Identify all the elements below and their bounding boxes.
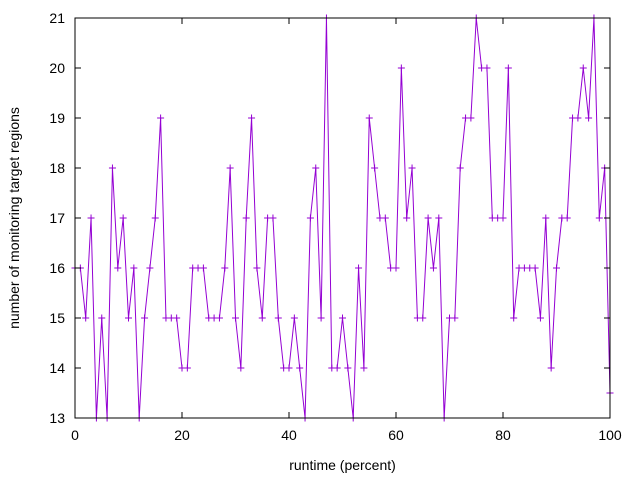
data-point — [248, 114, 256, 122]
data-point — [403, 214, 411, 222]
data-point — [419, 314, 427, 322]
data-point — [119, 214, 127, 222]
y-tick-label: 20 — [49, 60, 65, 76]
data-point — [173, 314, 181, 322]
data-point — [579, 64, 587, 72]
data-point — [125, 314, 132, 322]
data-point — [290, 314, 298, 322]
data-point — [435, 214, 443, 222]
data-point — [536, 314, 544, 322]
x-tick-label: 40 — [281, 427, 297, 443]
data-point — [146, 264, 154, 272]
data-point — [339, 314, 346, 322]
y-axis-title: number of monitoring target regions — [6, 107, 22, 329]
data-point — [215, 314, 223, 322]
data-point — [397, 64, 405, 72]
data-point — [542, 214, 550, 222]
data-point — [199, 264, 207, 272]
data-point — [114, 264, 122, 272]
data-point — [141, 314, 149, 322]
data-point — [258, 314, 266, 322]
plot-frame — [74, 17, 611, 419]
data-point — [574, 114, 582, 122]
data-point — [333, 364, 341, 372]
data-point — [157, 114, 165, 122]
y-tick-label: 15 — [49, 310, 65, 326]
y-tick-label: 17 — [49, 210, 65, 226]
data-point — [242, 214, 250, 222]
x-axis-title: runtime (percent) — [289, 457, 396, 473]
data-point — [269, 214, 277, 222]
x-tick-label: 100 — [598, 427, 622, 443]
data-point — [483, 64, 491, 72]
y-tick-label: 18 — [49, 160, 65, 176]
data-point — [424, 214, 432, 222]
data-point — [467, 114, 475, 122]
data-point — [317, 314, 325, 322]
x-tick-label: 60 — [388, 427, 404, 443]
data-point — [355, 264, 363, 272]
data-point — [183, 364, 191, 372]
data-point — [312, 164, 320, 172]
data-point — [585, 114, 593, 122]
y-tick-label: 14 — [49, 360, 65, 376]
data-point — [108, 164, 116, 172]
data-point — [253, 264, 261, 272]
y-tick-label: 19 — [49, 110, 65, 126]
data-point — [285, 364, 293, 372]
y-tick-label: 21 — [49, 10, 65, 26]
data-point — [504, 64, 512, 72]
data-point — [392, 264, 400, 272]
data-point — [553, 264, 560, 272]
y-tick-labels: 13 14 15 16 17 18 19 20 21 — [49, 10, 65, 426]
data-point — [429, 264, 437, 272]
x-tick-label: 0 — [71, 427, 79, 443]
data-point — [274, 314, 282, 322]
data-point — [360, 364, 368, 372]
data-point — [344, 364, 352, 372]
data-point — [499, 214, 507, 222]
data-point — [151, 214, 159, 222]
y-tick-label: 13 — [49, 410, 65, 426]
data-point — [82, 314, 90, 322]
data-point — [232, 314, 239, 322]
data-point — [221, 264, 229, 272]
x-tick-label: 80 — [495, 427, 511, 443]
data-point — [531, 264, 539, 272]
data-point — [130, 264, 138, 272]
data-point — [510, 314, 518, 322]
data-point — [296, 364, 304, 372]
data-point — [87, 214, 95, 222]
x-tick-labels: 0 20 40 60 80 100 — [71, 427, 622, 443]
data-point — [547, 364, 555, 372]
y-tick-label: 16 — [49, 260, 65, 276]
data-point — [237, 364, 245, 372]
data-point — [451, 314, 459, 322]
data-point — [371, 164, 379, 172]
data-point — [226, 164, 234, 172]
data-point — [306, 214, 314, 222]
data-point — [595, 214, 603, 222]
data-point — [365, 114, 373, 122]
x-tick-label: 20 — [174, 427, 190, 443]
data-point — [381, 214, 389, 222]
data-point — [563, 214, 571, 222]
data-point — [408, 164, 416, 172]
data-point — [456, 164, 464, 172]
data-point — [98, 314, 106, 322]
series-layer — [71, 14, 614, 422]
